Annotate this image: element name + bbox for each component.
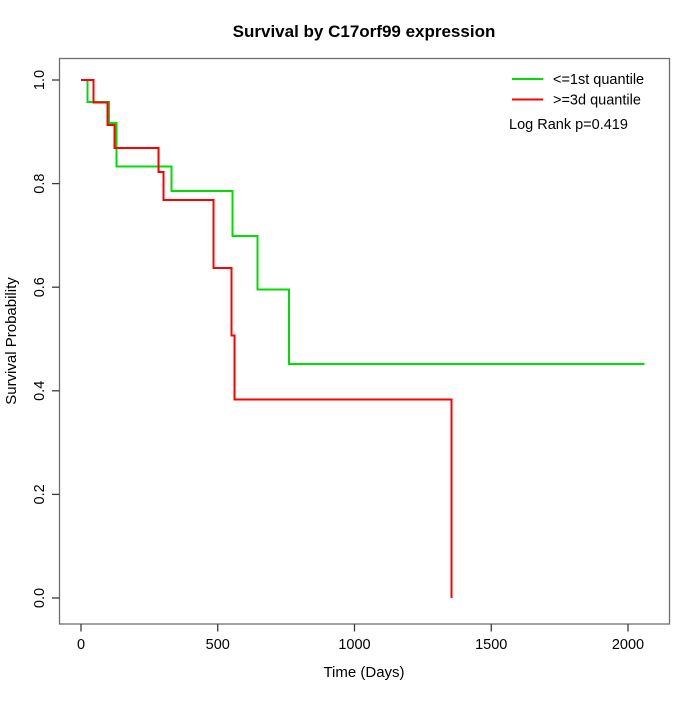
y-tick-label: 0.2 — [32, 484, 48, 504]
x-axis-ticks: 0 500 1000 1500 2000 — [77, 624, 644, 653]
x-tick-label: 500 — [206, 637, 230, 653]
x-tick-label: 1500 — [475, 637, 507, 653]
y-tick-label: 1.0 — [32, 70, 48, 90]
chart-title: Survival by C17orf99 expression — [233, 22, 496, 41]
km-curve-high-expression — [81, 79, 453, 598]
y-axis-label: Survival Probability — [3, 277, 20, 405]
x-tick-label: 1000 — [338, 637, 370, 653]
legend-label-third-quantile: >=3d quantile — [553, 93, 641, 109]
log-rank-annotation: Log Rank p=0.419 — [509, 117, 628, 133]
plot-box — [58, 57, 671, 625]
y-tick-label: 0.0 — [32, 588, 48, 608]
x-tick-label: 2000 — [612, 637, 644, 653]
y-tick-label: 0.4 — [32, 381, 48, 401]
legend: <=1st quantile >=3d quantile Log Rank p=… — [509, 72, 644, 133]
x-axis-label: Time (Days) — [323, 664, 404, 681]
legend-label-first-quantile: <=1st quantile — [553, 72, 644, 88]
x-tick-label: 0 — [77, 637, 85, 653]
y-axis-ticks: 1.0 0.8 0.6 0.4 0.2 0.0 — [32, 70, 60, 608]
survival-curves — [81, 79, 645, 598]
y-tick-label: 0.8 — [32, 174, 48, 194]
y-tick-label: 0.6 — [32, 277, 48, 297]
